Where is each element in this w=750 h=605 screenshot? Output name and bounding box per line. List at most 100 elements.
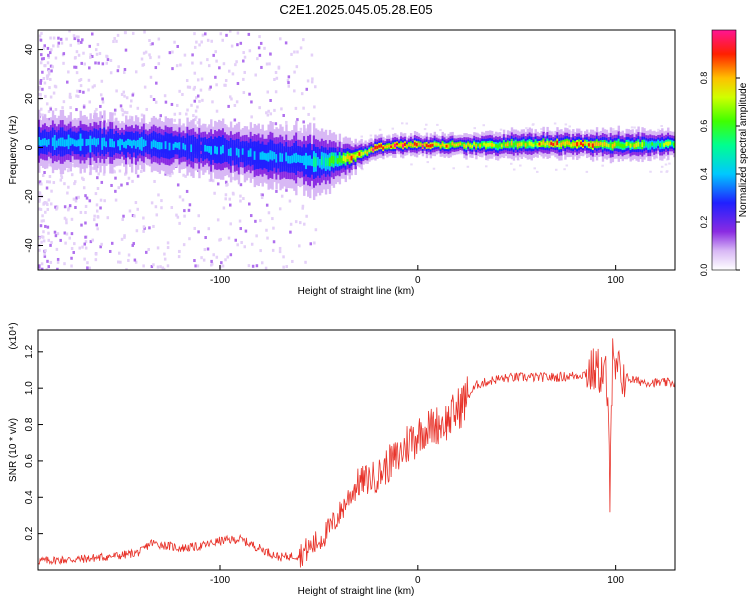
spectrogram-ridge-cell — [518, 142, 522, 147]
spectrogram-noise-speck — [75, 94, 78, 98]
spectrogram-noise-speck — [55, 247, 59, 251]
spectrogram-noise-speck — [70, 246, 74, 250]
spectrogram-noise-speck — [310, 53, 314, 57]
spectrogram-noise-speck — [84, 194, 87, 198]
spectrogram-ridge-cell — [305, 156, 308, 166]
spectrogram-ridge-cell — [360, 151, 363, 157]
spectrogram-noise-speck — [41, 214, 44, 218]
spectrogram-noise-speck — [54, 56, 58, 60]
spectrogram-ridge-cell — [200, 144, 203, 151]
spectrogram-noise-speck — [96, 209, 99, 213]
spectrogram-ridge-cell — [665, 141, 668, 146]
spectrogram-noise-speck — [127, 176, 131, 180]
spectrogram-noise-speck — [209, 85, 212, 89]
spectrogram-noise-speck — [77, 35, 80, 39]
spectrogram-noise-speck — [41, 70, 44, 74]
spectrogram-noise-speck — [612, 128, 615, 131]
spectrogram-noise-speck — [250, 242, 254, 246]
spectrogram-ridge-cell — [255, 151, 258, 160]
spectrogram-noise-speck — [227, 69, 231, 73]
spectrogram-noise-speck — [134, 201, 138, 205]
spectrogram-noise-speck — [120, 183, 123, 187]
spectrogram-noise-speck — [46, 259, 49, 263]
spectrogram-noise-speck — [423, 128, 427, 131]
spectrogram-noise-speck — [248, 92, 251, 96]
spectrogram-noise-speck — [128, 115, 132, 119]
spectrogram-noise-speck — [56, 260, 60, 264]
spectrogram-ridge-cell — [580, 141, 583, 146]
spectrogram-ridge-cell — [421, 144, 425, 148]
spectrogram-noise-speck — [68, 236, 71, 240]
spectrogram-noise-speck — [159, 265, 162, 269]
spectrogram-ridge-cell — [186, 142, 189, 151]
spectrogram-noise-speck — [248, 49, 252, 53]
spectrogram-ridge-cell — [479, 144, 482, 148]
spectrogram-noise-speck — [452, 167, 455, 170]
spectrogram-ridge-cell — [617, 141, 621, 147]
spectrogram-ridge-cell — [481, 142, 484, 147]
spectrogram-noise-speck — [108, 249, 112, 253]
spectrogram-noise-speck — [124, 48, 128, 52]
snr-panel: -100 0 100 0.2 0.4 0.6 0.8 1.0 1.2 Height of str… — [8, 322, 676, 597]
spectrogram-noise-speck — [259, 249, 262, 253]
spectrogram-ridge-cell — [584, 141, 587, 145]
spectrogram-noise-speck — [269, 98, 272, 102]
spectrogram-noise-speck — [230, 44, 234, 48]
spectrogram-ridge-cell — [599, 141, 603, 146]
spectrogram-ridge-cell — [176, 142, 179, 149]
spectrogram-noise-speck — [66, 80, 69, 84]
spectrogram-noise-speck — [236, 243, 239, 247]
spectrogram-noise-speck — [175, 103, 179, 107]
spectrogram-ridge-cell — [190, 144, 193, 153]
snr-frame — [37, 329, 676, 571]
spectrogram-noise-speck — [103, 199, 106, 203]
spectrogram-noise-speck — [63, 262, 66, 266]
spectrogram-noise-speck — [94, 258, 98, 262]
spectrogram-noise-speck — [61, 106, 64, 110]
spectrogram-noise-speck — [63, 182, 66, 186]
spectrogram-ridge-cell — [562, 141, 565, 145]
spectrogram-noise-speck — [124, 31, 127, 35]
spectrogram-noise-speck — [80, 223, 83, 227]
spectrogram-noise-speck — [236, 81, 240, 85]
spectrogram-ridge-cell — [597, 142, 601, 147]
spectrogram-ridge-cell — [340, 157, 344, 163]
spectrogram-noise-speck — [182, 173, 185, 177]
spectrogram-noise-speck — [119, 104, 123, 108]
spectrogram-noise-speck — [186, 85, 190, 89]
spectrogram-noise-speck — [282, 113, 285, 117]
spectrogram-ridge-cell — [443, 144, 446, 148]
spectrogram-ridge-cell — [154, 140, 158, 148]
spectrogram-noise-speck — [93, 218, 96, 222]
spectrogram-ridge-cell — [206, 145, 209, 152]
spectrogram-ridge-cell — [607, 143, 611, 148]
spectrogram-ridge-cell — [113, 141, 116, 148]
spectrogram-ridge-cell — [180, 144, 183, 151]
spectrogram-noise-speck — [267, 109, 270, 113]
spectrogram-noise-speck — [67, 206, 71, 210]
spectrogram-noise-speck — [251, 264, 255, 268]
spectrogram-ridge-cell — [413, 142, 417, 146]
spectrogram-noise-speck — [38, 191, 42, 195]
spectrogram-noise-speck — [211, 100, 214, 104]
spectrogram-ridge-cell — [125, 140, 128, 149]
snr-series-line — [38, 338, 675, 568]
spectrogram-noise-speck — [152, 263, 155, 267]
spectrogram-noise-speck — [485, 165, 488, 168]
spectrogram-ridge-cell — [589, 142, 593, 147]
spectrogram-noise-speck — [227, 236, 231, 240]
spectrogram-noise-speck — [56, 232, 60, 236]
spectrogram-noise-speck — [285, 188, 288, 192]
spectrogram-noise-speck — [657, 128, 660, 131]
spectrogram-noise-speck — [116, 69, 120, 73]
spectrogram-ridge-cell — [542, 140, 545, 145]
spectrogram-ridge-cell — [75, 140, 78, 147]
spectrogram-noise-speck — [70, 217, 74, 221]
spectrogram-noise-speck — [142, 51, 146, 55]
spectrogram-noise-speck — [306, 79, 310, 83]
spectrogram-noise-speck — [176, 123, 180, 127]
spectrogram-noise-speck — [178, 195, 182, 199]
spectrogram-noise-speck — [287, 81, 290, 85]
spectrogram-ridge-cell — [554, 142, 557, 146]
